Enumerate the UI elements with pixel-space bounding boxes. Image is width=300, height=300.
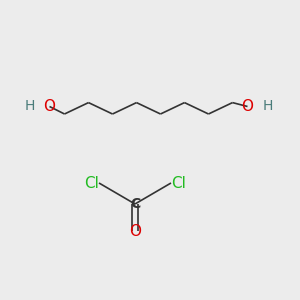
Text: C: C [130, 197, 140, 211]
Text: O: O [44, 99, 56, 114]
Text: H: H [24, 100, 34, 113]
Text: H: H [262, 100, 273, 113]
Text: Cl: Cl [84, 176, 99, 190]
Text: O: O [129, 224, 141, 238]
Text: O: O [242, 99, 254, 114]
Text: Cl: Cl [171, 176, 186, 190]
